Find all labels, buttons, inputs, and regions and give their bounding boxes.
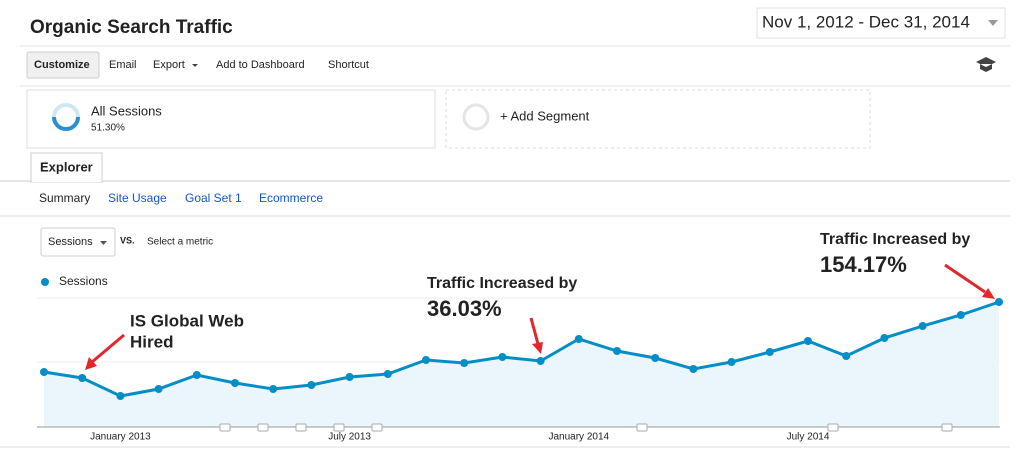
point xyxy=(422,356,430,364)
annotation: IS Global Web xyxy=(130,311,244,330)
annotation: 36.03% xyxy=(427,296,502,321)
point xyxy=(536,357,545,365)
point xyxy=(842,352,851,360)
point xyxy=(651,354,660,362)
x-tick-label: January 2014 xyxy=(548,432,609,443)
point xyxy=(269,385,278,393)
area xyxy=(44,302,999,427)
dropdown-arrow xyxy=(100,241,107,245)
sub-tab[interactable]: Goal Set 1 xyxy=(185,191,242,205)
point xyxy=(918,322,927,330)
sub-tab[interactable]: Ecommerce xyxy=(259,191,323,205)
dropdown-arrow xyxy=(988,20,998,26)
metric-dropdown[interactable] xyxy=(40,227,116,257)
add-segment[interactable]: + Add Segment xyxy=(500,108,590,123)
segment-ring xyxy=(462,103,490,131)
academy-icon[interactable] xyxy=(976,57,996,72)
sub-tab[interactable]: Site Usage xyxy=(108,191,167,205)
point xyxy=(727,358,736,366)
point xyxy=(689,365,698,373)
sub-tab[interactable]: Summary xyxy=(39,191,90,205)
point xyxy=(956,311,965,319)
x-tick-label: July 2014 xyxy=(787,432,830,443)
date-range[interactable]: Nov 1, 2012 - Dec 31, 2014 xyxy=(762,12,970,31)
toolbar-item[interactable]: Shortcut xyxy=(328,59,369,71)
toolbar-item[interactable]: Add to Dashboard xyxy=(216,59,305,71)
add-segment-card[interactable] xyxy=(445,89,871,149)
point xyxy=(231,379,239,387)
point xyxy=(880,334,889,342)
legend-marker xyxy=(41,278,49,286)
annotation: Traffic Increased by xyxy=(820,231,970,248)
toolbar-item[interactable]: Customize xyxy=(34,59,90,71)
dropdown-arrow xyxy=(192,64,198,67)
annotation: Hired xyxy=(130,332,173,351)
point xyxy=(765,348,774,356)
x-tick-label: January 2013 xyxy=(90,432,151,443)
legend-label: Sessions xyxy=(59,274,108,288)
chart: January 2013 July 2013 January 2014 July 20… xyxy=(40,298,1003,443)
point xyxy=(40,368,48,376)
point xyxy=(613,347,621,355)
date-picker[interactable] xyxy=(756,7,1006,39)
point xyxy=(460,359,469,367)
point xyxy=(574,335,583,343)
segment-name: All Sessions xyxy=(91,103,162,118)
point xyxy=(192,371,201,379)
point xyxy=(116,392,125,400)
explorer-tab[interactable] xyxy=(30,152,103,183)
vs-label: VS. xyxy=(120,235,135,245)
page-title: Organic Search Traffic xyxy=(30,17,233,38)
segment-ring-fill xyxy=(52,116,80,131)
line xyxy=(43,300,1000,398)
point xyxy=(154,385,163,393)
tab-label[interactable]: Explorer xyxy=(40,159,93,174)
point xyxy=(345,373,354,381)
toolbar-item[interactable]: Export xyxy=(153,59,185,71)
point xyxy=(307,381,316,389)
annotation-arrows xyxy=(85,263,995,370)
metric-name[interactable]: Sessions xyxy=(48,236,93,248)
note-icons xyxy=(219,423,953,432)
select-metric[interactable]: Select a metric xyxy=(147,237,213,248)
point xyxy=(78,374,87,382)
x-tick-label: July 2013 xyxy=(328,432,371,443)
annotation: 154.17% xyxy=(820,252,907,277)
toolbar-item[interactable]: Email xyxy=(109,59,137,71)
segment-share: 51.30% xyxy=(91,123,125,134)
segment-card[interactable] xyxy=(26,89,436,149)
point xyxy=(995,298,1003,306)
point xyxy=(804,337,812,345)
annotation: Traffic Increased by xyxy=(427,275,577,292)
customize-button[interactable] xyxy=(26,51,100,79)
point xyxy=(498,353,507,361)
point xyxy=(383,370,392,378)
